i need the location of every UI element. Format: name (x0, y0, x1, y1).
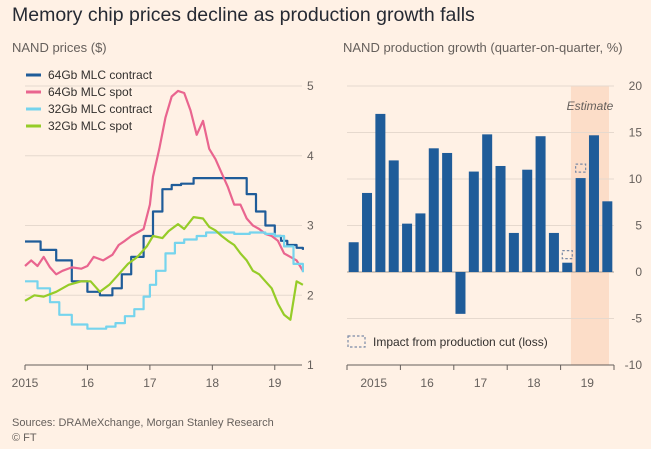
growth-bar (562, 262, 573, 272)
left-chart-title: NAND prices ($) (12, 40, 107, 55)
right-y-tick-label: -5 (631, 312, 642, 326)
legend-label: 32Gb MLC spot (48, 119, 133, 133)
growth-bar (415, 213, 426, 272)
left-x-tick-label: 19 (268, 376, 282, 390)
left-y-tick-label: 3 (307, 219, 314, 233)
right-x-tick-label: 2015 (360, 376, 387, 390)
legend-label: 64Gb MLC spot (48, 85, 133, 99)
right-y-tick-label: 20 (629, 79, 643, 93)
production-cut-box (561, 250, 573, 260)
left-y-tick-label: 1 (307, 358, 314, 372)
left-x-tick-label: 16 (81, 376, 95, 390)
production-cut-legend-label: Impact from production cut (loss) (373, 335, 548, 349)
source-note: Sources: DRAMeXchange, Morgan Stanley Re… (12, 417, 274, 429)
left-x-tick-label: 17 (143, 376, 157, 390)
right-y-tick-label: -10 (625, 358, 643, 372)
series-line-3 (25, 231, 304, 330)
growth-bar (588, 135, 599, 272)
right-x-tick-label: 19 (581, 376, 595, 390)
right-x-tick-label: 16 (420, 376, 434, 390)
growth-bar (482, 134, 493, 272)
growth-bar (455, 272, 466, 314)
growth-bar (522, 169, 533, 272)
right-x-tick-label: 18 (527, 376, 541, 390)
growth-bar (468, 171, 479, 272)
growth-bar (495, 165, 506, 272)
chart-title: Memory chip prices decline as production… (12, 4, 475, 26)
growth-bar (348, 242, 359, 272)
production-cut-legend-swatch (347, 335, 366, 348)
right-x-tick-label: 17 (474, 376, 488, 390)
right-y-tick-label: 15 (629, 126, 643, 140)
growth-bar (442, 152, 453, 272)
legend-label: 64Gb MLC contract (48, 68, 153, 82)
growth-bar (402, 223, 413, 272)
series-line-4 (24, 216, 304, 321)
left-y-tick-label: 5 (307, 79, 314, 93)
growth-bar (575, 178, 586, 272)
left-y-tick-label: 4 (307, 149, 314, 163)
left-x-tick-label: 2015 (12, 376, 39, 390)
growth-bar (508, 232, 519, 272)
growth-bar (535, 136, 546, 272)
growth-bar (362, 192, 373, 272)
growth-bar (428, 148, 439, 272)
estimate-label: Estimate (567, 99, 614, 113)
right-y-tick-label: 5 (635, 219, 642, 233)
left-y-tick-label: 2 (307, 288, 314, 302)
ft-credit: © FT (12, 432, 37, 444)
production-cut-box (575, 163, 587, 173)
legend-label: 32Gb MLC contract (48, 102, 153, 116)
left-x-tick-label: 18 (206, 376, 220, 390)
right-y-tick-label: 10 (629, 172, 643, 186)
growth-bar (375, 113, 386, 273)
right-chart-title: NAND production growth (quarter-on-quart… (343, 40, 623, 55)
growth-bar (602, 201, 613, 272)
growth-bar (388, 160, 399, 272)
right-y-tick-label: 0 (635, 265, 642, 279)
series-line-2 (24, 89, 304, 276)
growth-bar (548, 232, 559, 272)
